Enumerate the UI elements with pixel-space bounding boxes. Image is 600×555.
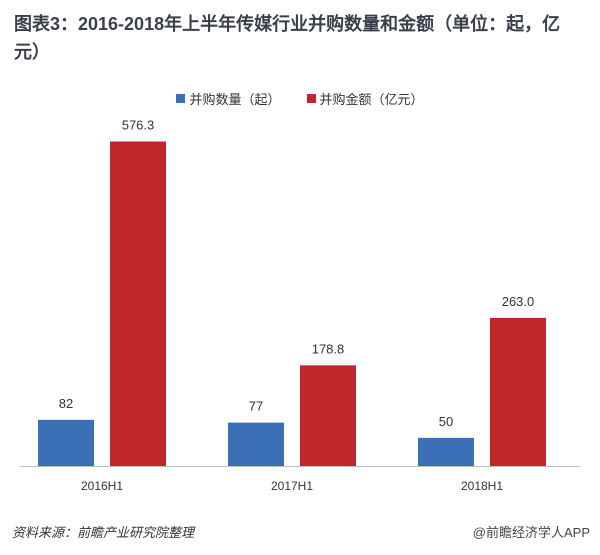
legend-swatch-amount bbox=[306, 93, 316, 103]
legend-label-count: 并购数量（起） bbox=[189, 91, 281, 107]
data-label-2018H1-series1: 263.0 bbox=[502, 294, 535, 309]
bar-2016H1-series0 bbox=[38, 419, 94, 466]
credit-note: @前瞻经济学人APP bbox=[472, 525, 590, 540]
data-label-2016H1-series1: 576.3 bbox=[122, 117, 155, 132]
chart-title: 图表3：2016-2018年上半年传媒行业并购数量和金额（单位：起，亿元） bbox=[14, 14, 561, 62]
legend-item-amount: 并购金额（亿元） bbox=[306, 88, 424, 108]
bar-2016H1-series1 bbox=[110, 141, 166, 466]
source-note: 资料来源：前瞻产业研究院整理 bbox=[12, 525, 195, 540]
bar-2018H1-series0 bbox=[418, 437, 474, 466]
x-tick-label-2016H1: 2016H1 bbox=[81, 479, 123, 493]
data-label-2016H1-series0: 82 bbox=[59, 396, 73, 411]
bar-2018H1-series1 bbox=[490, 317, 546, 466]
chart-legend: 并购数量（起） 并购金额（亿元） bbox=[0, 88, 600, 108]
data-label-2018H1-series0: 50 bbox=[439, 414, 453, 429]
x-tick-label-2017H1: 2017H1 bbox=[271, 479, 313, 493]
data-label-2017H1-series0: 77 bbox=[249, 399, 263, 414]
bar-2017H1-series0 bbox=[228, 422, 284, 466]
bar-2017H1-series1 bbox=[300, 365, 356, 466]
x-tick-label-2018H1: 2018H1 bbox=[461, 479, 503, 493]
legend-item-count: 并购数量（起） bbox=[176, 88, 281, 108]
data-label-2017H1-series1: 178.8 bbox=[312, 341, 345, 356]
legend-swatch-count bbox=[176, 93, 186, 103]
legend-label-amount: 并购金额（亿元） bbox=[319, 91, 424, 107]
